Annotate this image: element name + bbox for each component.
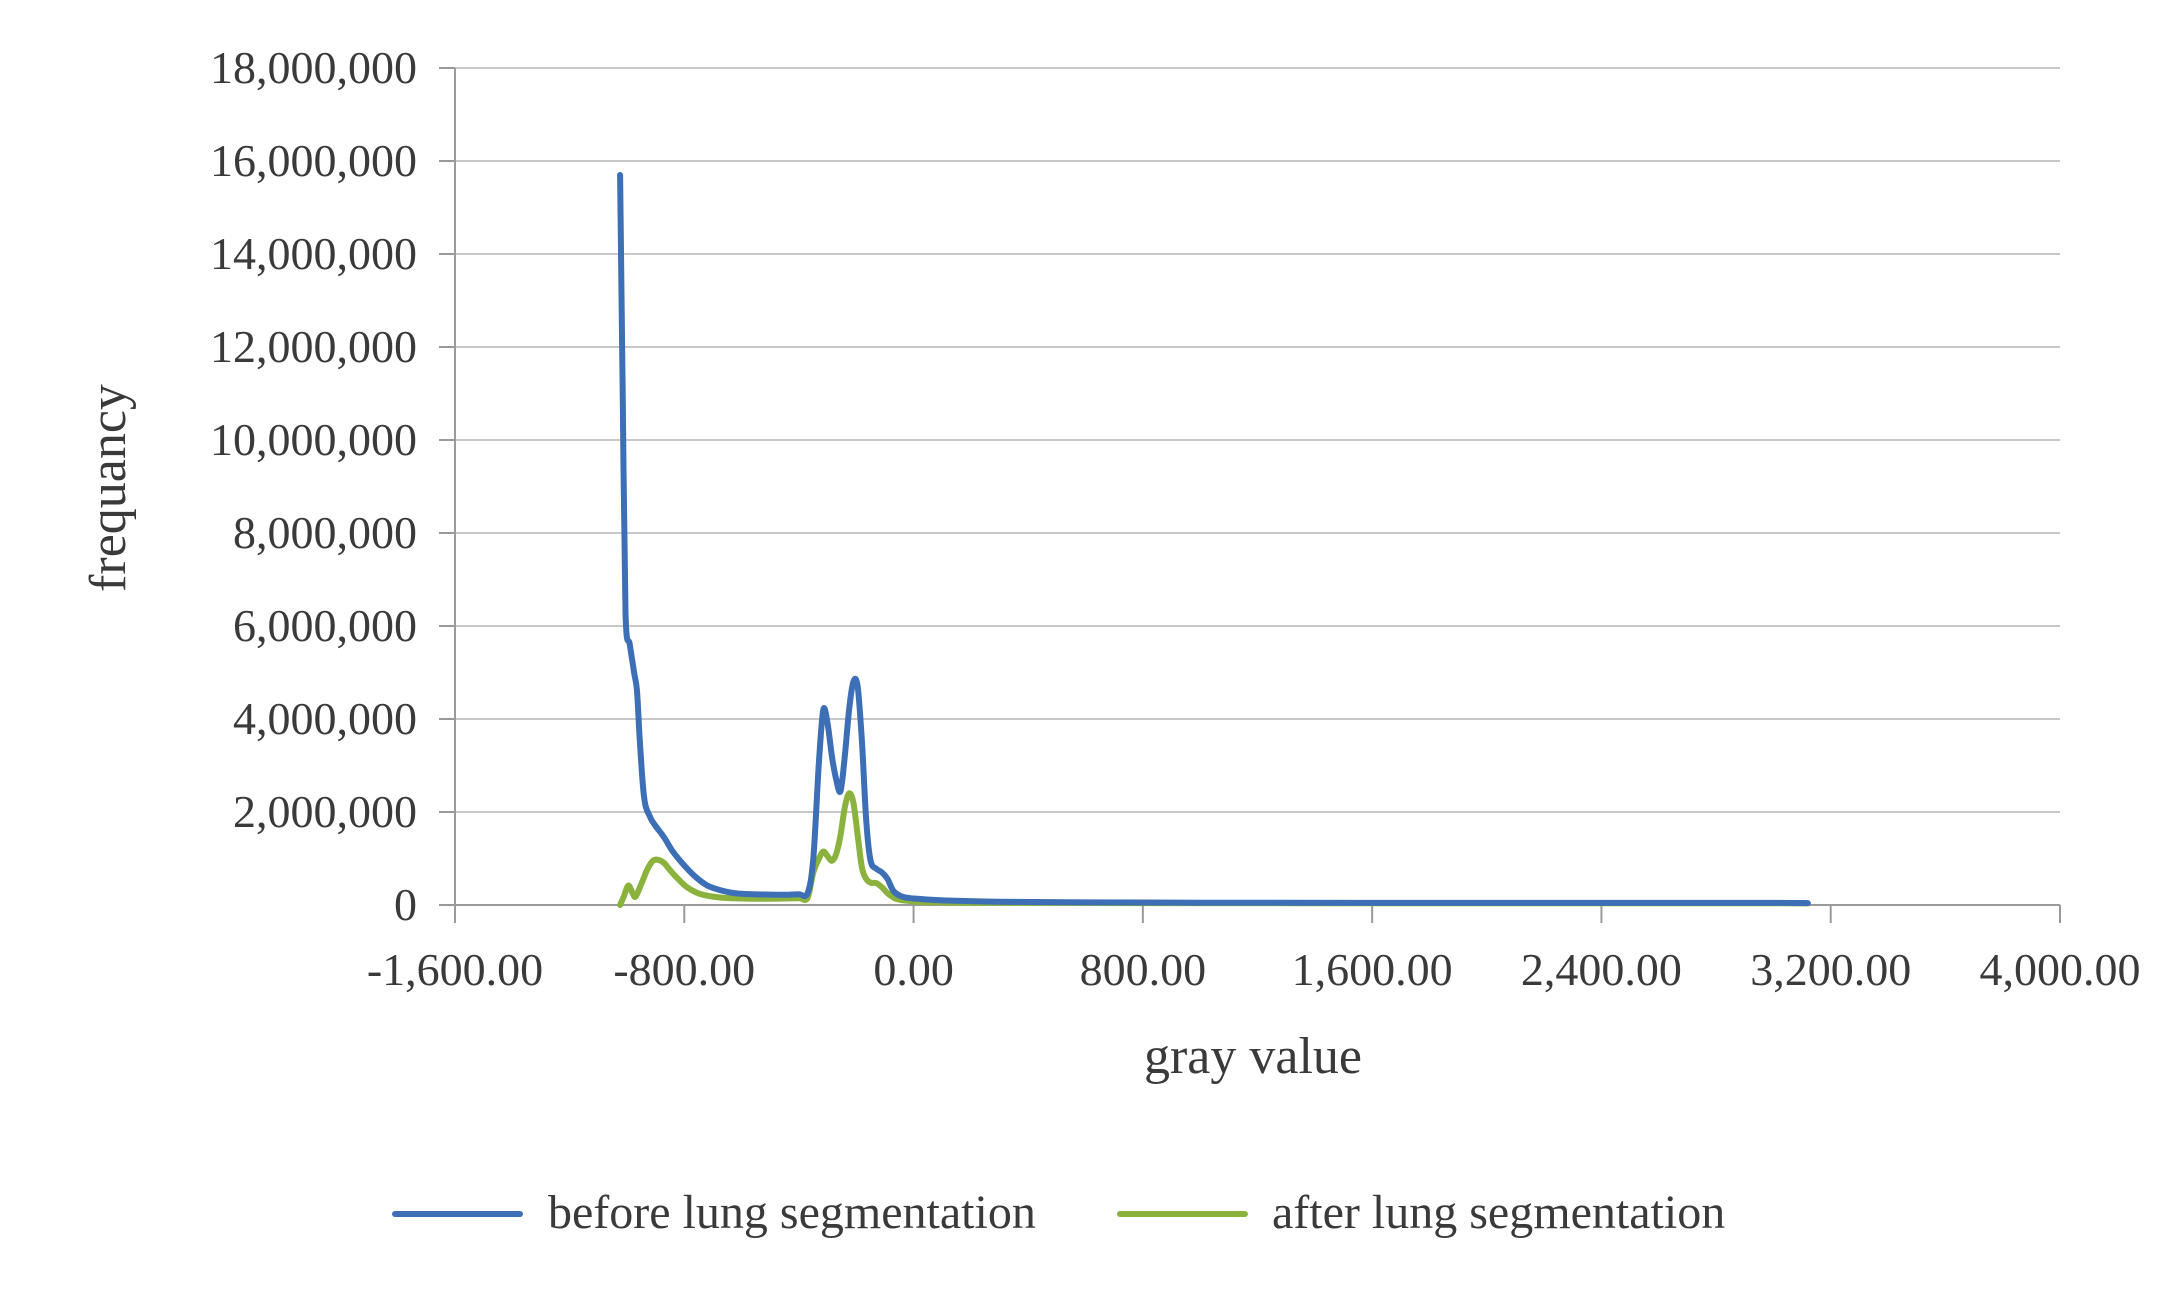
y-tick-label: 0: [394, 879, 417, 930]
gridlines: [455, 67, 2060, 813]
axes: [439, 67, 2061, 923]
y-tick-label: 18,000,000: [210, 42, 417, 93]
legend-label: before lung segmentation: [548, 1186, 1036, 1239]
y-tick-label: 4,000,000: [233, 693, 417, 744]
x-tick-label: 0.00: [873, 944, 954, 995]
y-tick-label: 12,000,000: [210, 321, 417, 372]
x-tick-label: 4,000.00: [1980, 944, 2141, 995]
x-tick-label: 3,200.00: [1750, 944, 1911, 995]
y-axis-title: frequancy: [80, 384, 137, 592]
series-line-after-lung-segmentation: [617, 790, 1811, 908]
legend-label: after lung segmentation: [1272, 1186, 1725, 1239]
x-tick-label: -1,600.00: [367, 944, 543, 995]
x-tick-label: 1,600.00: [1292, 944, 1453, 995]
y-tick-label: 10,000,000: [210, 414, 417, 465]
x-axis-title: gray value: [1144, 1028, 1362, 1085]
series-lines: [617, 172, 1811, 908]
y-tick-label: 6,000,000: [233, 600, 417, 651]
x-tick-label: -800.00: [613, 944, 755, 995]
x-tick-label: 800.00: [1080, 944, 1207, 995]
y-tick-label: 8,000,000: [233, 507, 417, 558]
series-line-before-lung-segmentation: [617, 172, 1811, 907]
y-tick-label: 2,000,000: [233, 786, 417, 837]
y-tick-label: 14,000,000: [210, 228, 417, 279]
y-tick-label: 16,000,000: [210, 135, 417, 186]
x-tick-label: 2,400.00: [1521, 944, 1682, 995]
legend: before lung segmentation after lung segme…: [392, 1186, 1725, 1239]
tick-labels: 0 2,000,000 4,000,000 6,000,000 8,000,000 10,…: [210, 42, 2141, 995]
